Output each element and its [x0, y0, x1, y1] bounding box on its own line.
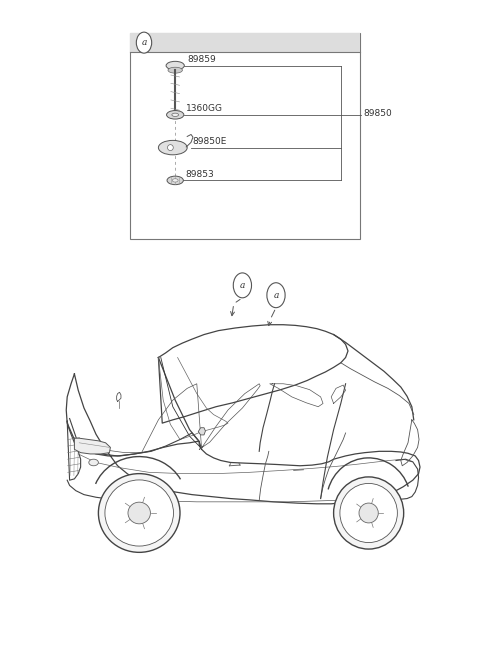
- Text: a: a: [273, 291, 279, 300]
- Ellipse shape: [359, 503, 378, 523]
- Text: 89853: 89853: [186, 170, 215, 179]
- Bar: [130, 33, 360, 239]
- Ellipse shape: [168, 68, 182, 73]
- Ellipse shape: [167, 111, 184, 119]
- Text: 89850: 89850: [363, 109, 392, 118]
- Polygon shape: [198, 428, 205, 435]
- Circle shape: [136, 32, 152, 53]
- Ellipse shape: [158, 140, 187, 155]
- Text: a: a: [141, 38, 147, 47]
- Ellipse shape: [168, 145, 173, 151]
- Ellipse shape: [340, 483, 397, 543]
- Ellipse shape: [89, 459, 98, 466]
- Ellipse shape: [172, 179, 178, 182]
- Ellipse shape: [166, 62, 184, 70]
- Text: 89850E: 89850E: [192, 137, 227, 146]
- Bar: [130, 33, 360, 52]
- Text: 89859: 89859: [187, 55, 216, 64]
- Text: a: a: [240, 281, 245, 290]
- Ellipse shape: [105, 480, 173, 546]
- Circle shape: [233, 273, 252, 298]
- Ellipse shape: [172, 113, 179, 117]
- Text: 1360GG: 1360GG: [186, 104, 223, 113]
- Ellipse shape: [334, 477, 404, 549]
- Ellipse shape: [128, 502, 150, 523]
- Circle shape: [267, 283, 285, 308]
- Ellipse shape: [167, 176, 183, 185]
- Ellipse shape: [98, 474, 180, 552]
- Polygon shape: [74, 438, 110, 454]
